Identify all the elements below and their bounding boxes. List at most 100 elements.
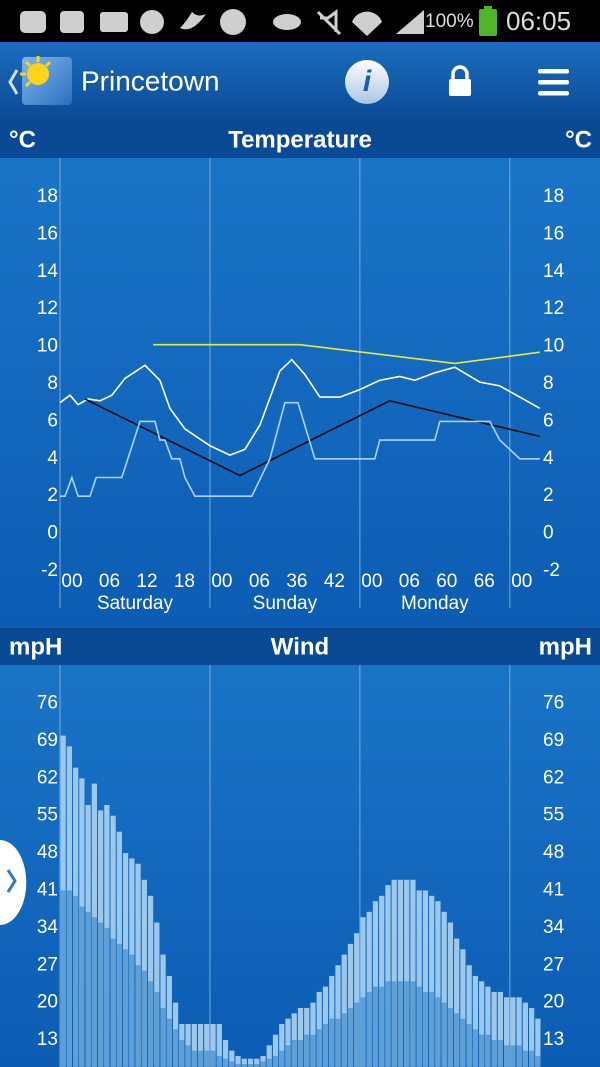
battery-text: 100% (425, 11, 474, 32)
status-icons (20, 6, 497, 36)
wind-bar (379, 895, 385, 1067)
x-tick-label: 06 (399, 571, 420, 592)
wind-bar (254, 1058, 260, 1067)
wind-bar (129, 954, 135, 1067)
lock-button[interactable] (449, 65, 471, 96)
side-drawer-tab[interactable] (0, 840, 27, 925)
wind-bar (110, 938, 116, 1067)
wind-bar (266, 1058, 272, 1067)
x-tick-label: 42 (324, 571, 345, 592)
wind-bar (229, 1061, 235, 1067)
wind-bar (116, 943, 122, 1067)
y-tick-label: 18 (37, 186, 58, 207)
x-tick-label: 18 (174, 571, 195, 592)
y-tick-label: 34 (37, 917, 59, 938)
wind-bar (522, 1002, 529, 1067)
y-tick-label: 13 (37, 1029, 58, 1050)
wind-bar (91, 917, 97, 1067)
wind-bar (329, 1018, 335, 1067)
wind-bar (410, 879, 416, 1067)
y2-tick-label: 48 (543, 842, 564, 863)
wind-bar (197, 1023, 204, 1067)
y2-tick-label: 20 (543, 992, 564, 1013)
temp-title-band (0, 122, 600, 158)
wind-bar (410, 981, 416, 1067)
y2-tick-label: 12 (543, 298, 564, 319)
wind-bar (441, 911, 447, 1067)
wind-bar (97, 922, 104, 1067)
wind-bar (416, 986, 422, 1067)
wind-bar (529, 1007, 535, 1067)
wind-bar (204, 1050, 210, 1067)
chart-title: Wind (271, 633, 329, 660)
wind-bar (529, 1050, 535, 1067)
wind-bar (354, 933, 360, 1067)
wind-bar (235, 1064, 241, 1067)
wind-bar (254, 1064, 260, 1067)
wind-bar (154, 991, 160, 1067)
wind-bar (160, 1007, 166, 1067)
wind-bar (447, 1007, 454, 1067)
y2-tick-label: 34 (543, 917, 565, 938)
wind-bar (335, 1018, 341, 1067)
wind-bar (216, 1056, 222, 1067)
wind-bar (341, 954, 347, 1067)
wind-bar (191, 1023, 197, 1067)
y-tick-label: 12 (37, 298, 58, 319)
y-tick-label: 14 (37, 261, 59, 282)
wind-bar (191, 1050, 197, 1067)
wind-bar (535, 1056, 541, 1067)
y2-tick-label: 18 (543, 186, 564, 207)
wind-bar (397, 879, 404, 1067)
wind-bar (260, 1061, 266, 1067)
y2-tick-label: 8 (543, 373, 554, 394)
y-tick-label: -2 (41, 560, 58, 581)
y-tick-label: 48 (37, 842, 58, 863)
wind-bar (247, 1058, 254, 1067)
wind-bar (285, 1018, 291, 1067)
y2-tick-label: 4 (543, 448, 554, 469)
back-button[interactable] (8, 69, 19, 95)
wind-bar (366, 911, 372, 1067)
wind-bar (510, 997, 516, 1067)
y-tick-label: 4 (47, 448, 58, 469)
wind-bar (147, 981, 154, 1067)
wind-bar (222, 1058, 229, 1067)
menu-button[interactable] (538, 69, 569, 96)
y2-tick-label: 41 (543, 879, 564, 900)
chart-marks (59, 158, 541, 1067)
wind-bar (272, 1056, 279, 1067)
y2-axis-title: mpH (539, 633, 592, 660)
wind-bar (366, 991, 372, 1067)
wind-bar (279, 1050, 285, 1067)
wind-bar (266, 1045, 272, 1067)
day-label: Sunday (253, 593, 318, 614)
wind-bar (447, 922, 454, 1067)
wind-bar (466, 965, 472, 1067)
temperature-line (153, 343, 540, 365)
y2-tick-label: -2 (543, 560, 560, 581)
wind-bar (79, 906, 85, 1067)
y-tick-label: 8 (47, 373, 58, 394)
wind-bar (535, 1018, 541, 1067)
wind-bar (485, 986, 491, 1067)
y-axis-title: °C (9, 126, 36, 153)
wind-bar (360, 997, 366, 1067)
wind-bar (372, 986, 379, 1067)
y-tick-label: 6 (47, 410, 58, 431)
wind-bar (179, 1040, 185, 1067)
temperature-line (84, 398, 540, 477)
wind-bar (135, 965, 141, 1067)
app-bar (0, 42, 600, 122)
wind-bar (279, 1023, 285, 1067)
x-tick-label: 00 (511, 571, 532, 592)
y-tick-label: 2 (47, 485, 58, 506)
wind-bar (304, 1034, 310, 1067)
wind-bar (72, 895, 79, 1067)
wind-bar (204, 1023, 210, 1067)
info-button[interactable]: i (345, 60, 389, 104)
wind-bar (122, 949, 129, 1067)
